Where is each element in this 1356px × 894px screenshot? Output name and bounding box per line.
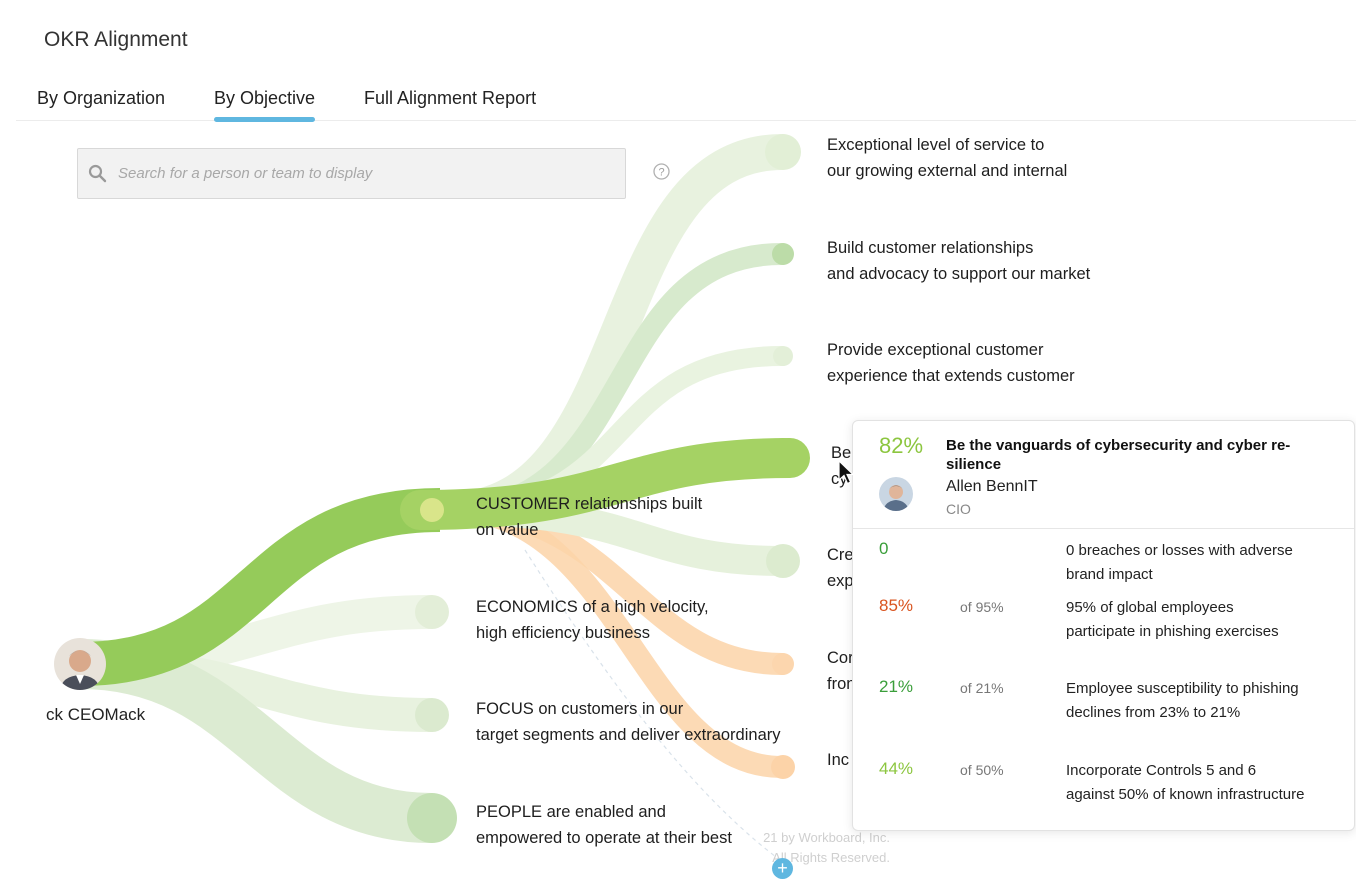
key-result-value: 85% — [879, 596, 914, 615]
footer-line1: 21 by Workboard, Inc. — [763, 830, 890, 845]
tab-by-organization[interactable]: By Organization — [37, 88, 166, 108]
level2-objective-1[interactable]: Exceptional level of service to our grow… — [827, 133, 1067, 184]
level2-objective-7[interactable]: Inc — [827, 748, 849, 774]
level2-line2: our growing external and internal — [827, 161, 1068, 180]
level2-objective-5[interactable]: Cre exp — [827, 543, 854, 594]
key-result-value: 0 — [879, 539, 889, 558]
objective-progress: 82% — [879, 433, 924, 458]
node-objective-2[interactable] — [772, 243, 794, 265]
mouse-cursor-icon — [838, 460, 854, 485]
page-title: OKR Alignment — [44, 28, 188, 51]
level1-line1: CUSTOMER relationships built — [476, 495, 703, 513]
level2-line1: Cre — [827, 546, 854, 564]
level2-line1: Build customer relationships — [827, 239, 1034, 257]
level1-objective-focus[interactable]: FOCUS on customers in our target segment… — [476, 697, 781, 748]
tab-by-objective[interactable]: By Objective — [214, 88, 316, 122]
tab-bar: By Organization By Objective Full Alignm… — [16, 86, 1356, 122]
node-objective-1[interactable] — [765, 134, 801, 170]
plus-icon[interactable]: + — [772, 858, 793, 879]
level1-line1: FOCUS on customers in our — [476, 700, 684, 718]
key-result-target: of 21% — [960, 680, 1004, 696]
key-result-value: 44% — [879, 759, 914, 778]
level1-line2: target segments and deliver extraordinar… — [476, 725, 781, 744]
copyright-footer: 21 by Workboard, Inc. All Rights Reserve… — [700, 828, 890, 868]
owner-avatar[interactable] — [879, 477, 913, 511]
level1-objective-economics[interactable]: ECONOMICS of a high velocity, high effic… — [476, 595, 709, 646]
tab-full-alignment-report[interactable]: Full Alignment Report — [364, 88, 537, 108]
node-focus[interactable] — [415, 698, 449, 732]
level1-line2: high efficiency business — [476, 623, 650, 642]
root-person-name: ck CEOMack — [46, 705, 146, 724]
level1-line2: on value — [476, 520, 539, 539]
card-header: 82% Be the vanguards of cybersecurity an… — [853, 421, 1354, 529]
key-result-text: Incorporate Controls 5 and 6 against 50%… — [1066, 762, 1305, 803]
node-objective-3[interactable] — [773, 346, 793, 366]
owner-role: CIO — [946, 501, 971, 517]
key-result-value: 21% — [879, 677, 914, 696]
level1-line1: ECONOMICS of a high velocity, — [476, 598, 709, 616]
level1-objective-people[interactable]: PEOPLE are enabled and empowered to oper… — [476, 800, 732, 851]
key-result-text: 0 breaches or losses with adverse brand … — [1066, 542, 1293, 583]
footer-line2: All Rights Reserved. — [772, 850, 890, 865]
level2-objective-6[interactable]: Cor fron — [827, 646, 855, 697]
search-icon — [88, 164, 107, 188]
level2-objective-3[interactable]: Provide exceptional customer experience … — [827, 338, 1075, 389]
link-customer-to-objective-4 — [400, 438, 810, 530]
search-input[interactable] — [118, 149, 608, 198]
node-objective-4[interactable] — [763, 438, 803, 478]
level2-objective-2[interactable]: Build customer relationships and advocac… — [827, 236, 1090, 287]
key-result-target: of 50% — [960, 762, 1004, 778]
level2-line2: and advocacy to support our market — [827, 264, 1091, 283]
level1-line1: PEOPLE are enabled and — [476, 803, 666, 821]
level2-line2: experience that extends customer — [827, 366, 1075, 385]
node-objective-5[interactable] — [766, 544, 800, 578]
node-customer[interactable] — [420, 498, 444, 522]
svg-text:?: ? — [658, 167, 664, 179]
level2-line2: fron — [827, 674, 856, 693]
objective-title[interactable]: Be the vanguards of cybersecurity and cy… — [946, 437, 1291, 473]
node-economics[interactable] — [415, 595, 449, 629]
node-objective-6[interactable] — [772, 653, 794, 675]
help-icon[interactable]: ? — [653, 163, 670, 185]
search-box[interactable] — [77, 148, 626, 199]
level1-line2: empowered to operate at their best — [476, 828, 732, 847]
key-result-target: of 95% — [960, 599, 1004, 615]
avatar[interactable] — [54, 638, 106, 690]
owner-name[interactable]: Allen BennIT — [946, 478, 1038, 495]
level2-line1: Inc — [827, 751, 850, 769]
level2-line2: exp — [827, 571, 854, 590]
level2-line1: Exceptional level of service to — [827, 136, 1045, 154]
node-people[interactable] — [407, 793, 457, 843]
level2-line1: Cor — [827, 649, 854, 667]
key-result-text: Employee susceptibility to phishing decl… — [1066, 680, 1299, 721]
dashed-link — [524, 549, 781, 861]
key-result-text: 95% of global employees participate in p… — [1066, 599, 1279, 640]
objective-detail-card: 82% Be the vanguards of cybersecurity an… — [852, 420, 1355, 831]
node-objective-7[interactable] — [771, 755, 795, 779]
level2-line1: Be — [831, 444, 852, 462]
link-root-to-customer — [79, 488, 441, 686]
level1-objective-customer[interactable]: CUSTOMER relationships built on value — [476, 492, 702, 543]
level2-line1: Provide exceptional customer — [827, 341, 1044, 359]
